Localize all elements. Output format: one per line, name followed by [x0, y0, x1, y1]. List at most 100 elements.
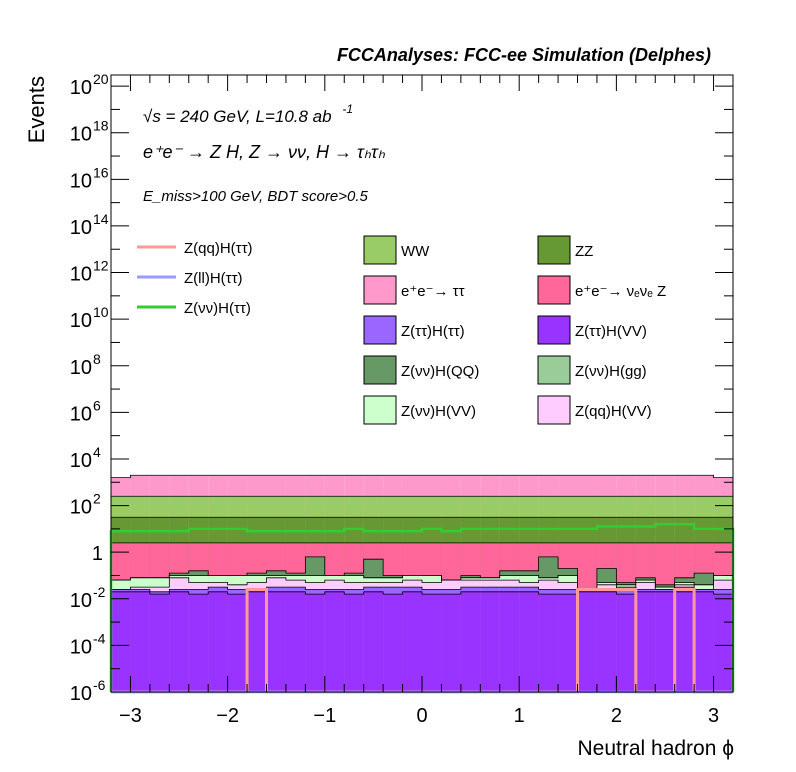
y-tick-label: 10: [70, 217, 92, 239]
y-tick-label: 10: [70, 590, 92, 612]
outline-ee_tautau: [111, 474, 733, 479]
bar-Ztautau_HVV-bin-17: [441, 594, 461, 692]
bar-Ztautau_HVV-bin-13: [363, 591, 384, 692]
y-tick-label: 10: [70, 170, 92, 192]
legend-label-Znunu_HVV: Z(νν)H(VV): [401, 403, 476, 420]
outline-Znunu_HVV: [111, 575, 733, 590]
x-tick-label: −1: [313, 705, 336, 727]
chart-title: FCCAnalyses: FCC-ee Simulation (Delphes): [337, 45, 711, 65]
y-tick-exponent: 2: [93, 491, 101, 507]
legend: Z(qq)H(ττ) Z(ll)H(ττ) Z(νν)H(ττ) WW ZZ e⁺e⁻→ …: [137, 235, 666, 425]
legend-label-ee_nunuZ: e⁺e⁻→ νₑνₑ Z: [575, 283, 666, 300]
y-tick-exponent: 18: [93, 118, 109, 134]
bar-Ztautau_HVV-bin-0: [111, 591, 131, 692]
legend-label-sig_nunu: Z(νν)H(ττ): [184, 300, 251, 317]
legend-label-Ztautau_HVV: Z(ττ)H(VV): [575, 323, 647, 340]
y-tick-label: 10: [70, 403, 92, 425]
bar-Ztautau_HVV-bin-19: [480, 591, 500, 692]
bar-Ztautau_HVV-bin-9: [285, 591, 306, 692]
y-axis-label: Events: [24, 76, 49, 143]
y-tick-label: 10: [70, 77, 92, 99]
legend-swatch-Zqq_HVV: [537, 395, 571, 425]
bar-Ztautau_HVV-bin-29: [674, 591, 695, 692]
y-tick-label: 10: [70, 357, 92, 379]
legend-label-ZZ: ZZ: [575, 243, 593, 260]
legend-swatch-Ztautau_HVV: [537, 315, 571, 345]
x-tick-label: 1: [514, 705, 525, 727]
y-tick-exponent: 16: [93, 164, 109, 180]
y-tick-exponent: 4: [93, 444, 101, 460]
bar-Ztautau_HVV-bin-18: [460, 591, 481, 692]
y-tick-exponent: 6: [93, 397, 101, 413]
bar-Ztautau_HVV-bin-25: [596, 591, 617, 692]
annotation-cuts: E_miss>100 GeV, BDT score>0.5: [143, 188, 368, 205]
y-tick-exponent: 12: [93, 258, 109, 274]
legend-label-sig_qq: Z(qq)H(ττ): [184, 240, 253, 257]
bar-Ztautau_HVV-bin-22: [538, 594, 559, 692]
outline-Zqq_HVV: [111, 577, 733, 590]
legend-swatch-Ztautau_Htautau: [363, 315, 397, 345]
legend-swatch-ee_tautau: [363, 275, 397, 305]
legend-label-Ztautau_Htautau: Z(ττ)H(ττ): [401, 323, 465, 340]
annotation-process: e⁺e⁻ → Z H, Z → νν, H → τₕτₕ: [143, 142, 386, 162]
bar-Ztautau_HVV-bin-12: [344, 594, 364, 692]
x-tick-label: 2: [611, 705, 622, 727]
bar-Ztautau_HVV-bin-7: [247, 591, 267, 692]
x-tick-label: −2: [216, 705, 239, 727]
legend-swatch-ee_nunuZ: [537, 275, 571, 305]
y-tick-exponent: 8: [93, 351, 101, 367]
bar-Ztautau_HVV-bin-26: [616, 594, 636, 692]
y-tick-exponent: -4: [93, 630, 106, 646]
outline-Ztautau_HVV: [111, 591, 733, 595]
bar-Ztautau_HVV-bin-20: [499, 591, 520, 692]
y-tick-label: 10: [70, 497, 92, 519]
x-tick-label: 0: [416, 705, 427, 727]
legend-label-WW: WW: [401, 243, 430, 260]
legend-swatch-Znunu_HVV: [363, 395, 397, 425]
bar-Ztautau_HVV-bin-30: [694, 591, 714, 692]
legend-label-Znunu_Hgg: Z(νν)H(gg): [575, 363, 647, 380]
bar-Ztautau_HVV-bin-16: [422, 594, 442, 692]
x-tick-label: 3: [708, 705, 719, 727]
annotation-lumi-exp: -1: [342, 102, 353, 116]
x-tick-label: −3: [119, 705, 142, 727]
y-tick-exponent: -6: [93, 677, 106, 693]
y-tick-exponent: 20: [93, 71, 109, 87]
annotation-sqrt-s-text: √s = 240 GeV, L=10.8 ab: [143, 107, 332, 126]
y-tick-label: 1: [92, 543, 103, 565]
y-tick-label: 10: [70, 636, 92, 658]
annotation-sqrt-s: √s = 240 GeV, L=10.8 ab -1: [143, 102, 353, 126]
bar-Ztautau_HVV-bin-27: [635, 591, 656, 692]
bar-Ztautau_HVV-bin-4: [188, 594, 209, 692]
legend-label-sig_ll: Z(ll)H(ττ): [184, 270, 243, 287]
histogram-layer: [111, 474, 733, 692]
legend-label-Zqq_HVV: Z(qq)H(VV): [575, 403, 652, 420]
legend-swatch-WW: [363, 235, 397, 265]
y-tick-label: 10: [70, 264, 92, 286]
y-tick-label: 10: [70, 450, 92, 472]
legend-swatch-ZZ: [537, 235, 571, 265]
bar-Ztautau_HVV-bin-1: [130, 591, 150, 692]
bar-Ztautau_HVV-bin-10: [305, 594, 325, 692]
legend-swatch-Znunu_HQQ: [363, 355, 397, 385]
outline-Ztautau_Htautau: [111, 586, 733, 593]
bar-Ztautau_HVV-bin-28: [655, 591, 675, 692]
y-tick-exponent: 14: [93, 211, 109, 227]
bar-Ztautau_HVV-bin-6: [227, 594, 248, 692]
bar-Ztautau_HVV-bin-3: [169, 591, 189, 692]
y-tick-label: 10: [70, 683, 92, 705]
bar-Ztautau_HVV-bin-24: [577, 591, 597, 692]
y-tick-label: 10: [70, 310, 92, 332]
bar-Ztautau_HVV-bin-21: [519, 591, 539, 692]
legend-label-Znunu_HQQ: Z(νν)H(QQ): [401, 363, 479, 380]
bar-Ztautau_HVV-bin-23: [558, 594, 578, 692]
bar-Ztautau_HVV-bin-31: [713, 594, 733, 692]
signal-line-sig_nunu: [109, 522, 735, 692]
y-tick-label: 10: [70, 124, 92, 146]
bar-Ztautau_HVV-bin-14: [383, 594, 403, 692]
bar-Ztautau_HVV-bin-8: [266, 591, 286, 692]
bar-Ztautau_HVV-bin-11: [324, 591, 345, 692]
bar-Ztautau_HVV-bin-15: [402, 591, 422, 692]
x-axis-label: Neutral hadron ϕ: [577, 737, 734, 760]
